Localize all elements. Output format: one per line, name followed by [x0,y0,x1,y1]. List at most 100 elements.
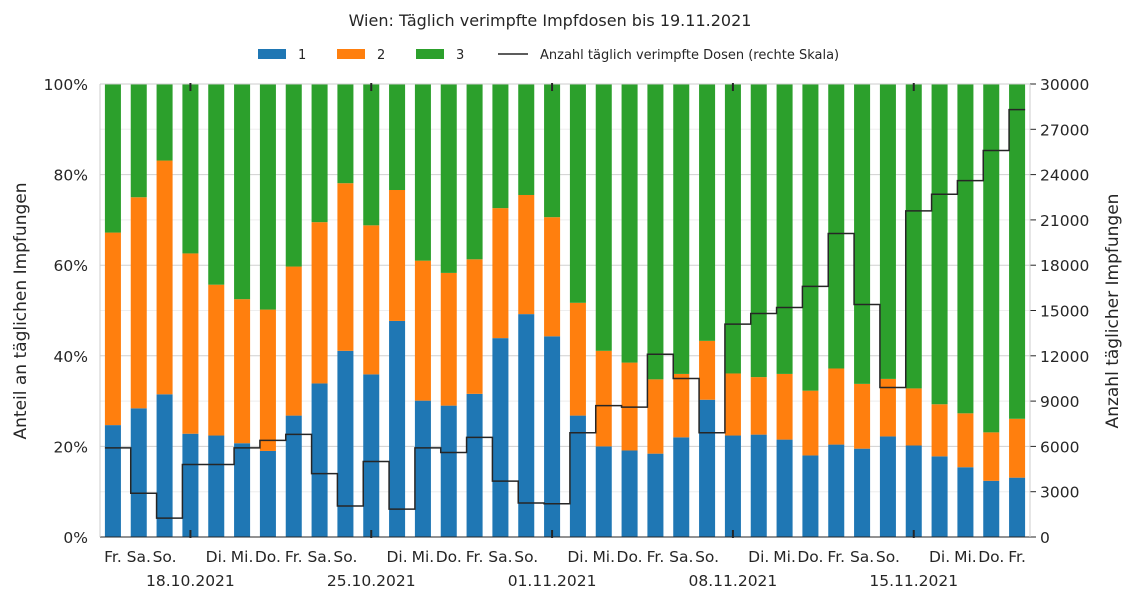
bar-series-3 [544,84,561,218]
x-day-label: Di. [567,548,588,566]
bar-series-2 [311,222,328,384]
x-week-label: 08.11.2021 [689,572,778,590]
chart-title: Wien: Täglich verimpfte Impfdosen bis 19… [349,11,752,30]
bar-series-1 [363,374,380,537]
legend-label-line: Anzahl täglich verimpfte Dosen (rechte S… [540,48,839,63]
bar-series-1 [724,435,741,537]
bar-series-3 [931,84,948,405]
x-day-label: Sa. [307,548,331,566]
legend-swatch-2 [337,49,365,59]
x-day-label: Di. [929,548,950,566]
bar-series-1 [156,394,173,537]
bar-series-3 [699,84,716,341]
bar-series-2 [440,272,457,406]
bar-series-1 [104,425,121,537]
x-day-label: Mi. [773,548,796,566]
bar-series-3 [595,84,612,351]
y2-tick-label: 3000 [1040,484,1079,502]
daily-doses-line [104,108,1026,519]
bar-series-1 [389,320,406,537]
bar-series-1 [466,393,483,537]
x-day-label: Sa. [127,548,151,566]
bar-series-1 [802,455,819,537]
x-day-label: Sa. [669,548,693,566]
x-day-label: Fr. [1008,548,1026,566]
x-day-label: Fr. [647,548,665,566]
bar-series-3 [673,84,690,374]
bar-series-1 [750,434,767,537]
bar-series-1 [130,408,147,537]
y2-axis-label: Anzahl täglicher Impfungen [1103,194,1123,429]
bar-series-1 [957,467,974,537]
bar-series-3 [389,84,406,191]
bar-series-1 [285,415,302,537]
y-tick-label: 20% [54,438,88,456]
y-tick-label: 60% [54,257,88,275]
x-day-label: Fr. [827,548,845,566]
x-day-label: So. [514,548,538,566]
x-day-label: Sa. [850,548,874,566]
bar-series-1 [311,383,328,537]
bar-series-3 [957,84,974,414]
x-day-label: Do. [617,548,643,566]
bar-series-3 [104,84,121,233]
bar-series-2 [104,232,121,426]
bar-series-2 [1009,418,1026,478]
bar-series-1 [440,405,457,537]
bar-series-2 [879,378,896,437]
bar-series-1 [647,453,664,537]
x-week-label: 18.10.2021 [146,572,235,590]
bar-series-3 [311,84,328,223]
bar-series-2 [750,377,767,435]
bar-series-3 [569,84,586,303]
bar-series-2 [854,383,871,449]
x-day-label: Mi. [412,548,435,566]
bar-series-2 [389,190,406,321]
bar-series-3 [879,84,896,379]
x-day-label: Fr. [285,548,303,566]
bar-series-1 [1009,477,1026,537]
y2-tick-label: 18000 [1040,257,1089,275]
bar-series-1 [854,448,871,537]
bar-series-3 [285,84,302,267]
bar-series-1 [208,435,225,537]
bar-series-2 [518,194,535,315]
bar-series-3 [130,84,147,198]
bar-series-3 [828,84,845,369]
bar-series-2 [234,299,251,444]
bar-series-3 [724,84,741,374]
bar-series-2 [414,260,431,401]
x-day-label: Fr. [466,548,484,566]
bar-series-2 [285,266,302,416]
bar-series-2 [931,404,948,457]
bar-series-2 [130,197,147,409]
x-day-label: Di. [748,548,769,566]
bar-series-1 [544,336,561,537]
y2-tick-label: 0 [1040,529,1050,547]
y2-tick-label: 27000 [1040,121,1089,139]
bar-series-1 [337,350,354,537]
x-day-label: Mi. [954,548,977,566]
y2-tick-label: 9000 [1040,393,1079,411]
bar-series-2 [802,390,819,456]
bar-series-3 [776,84,793,374]
bar-series-2 [544,217,561,337]
y2-tick-label: 21000 [1040,212,1089,230]
legend-swatch-3 [416,49,444,59]
bar-series-1 [492,338,509,537]
bar-series-2 [569,302,586,416]
y-tick-label: 100% [44,76,88,94]
bar-series-3 [414,84,431,261]
y-tick-label: 40% [54,348,88,366]
bar-series-3 [905,84,922,389]
x-day-label: Do. [797,548,823,566]
bar-series-3 [750,84,767,378]
bar-series-3 [208,84,225,285]
y2-tick-label: 15000 [1040,303,1089,321]
bar-series-1 [259,450,276,537]
y2-tick-label: 30000 [1040,76,1089,94]
x-day-label: Do. [436,548,462,566]
x-day-label: So. [876,548,900,566]
bar-series-1 [905,445,922,537]
